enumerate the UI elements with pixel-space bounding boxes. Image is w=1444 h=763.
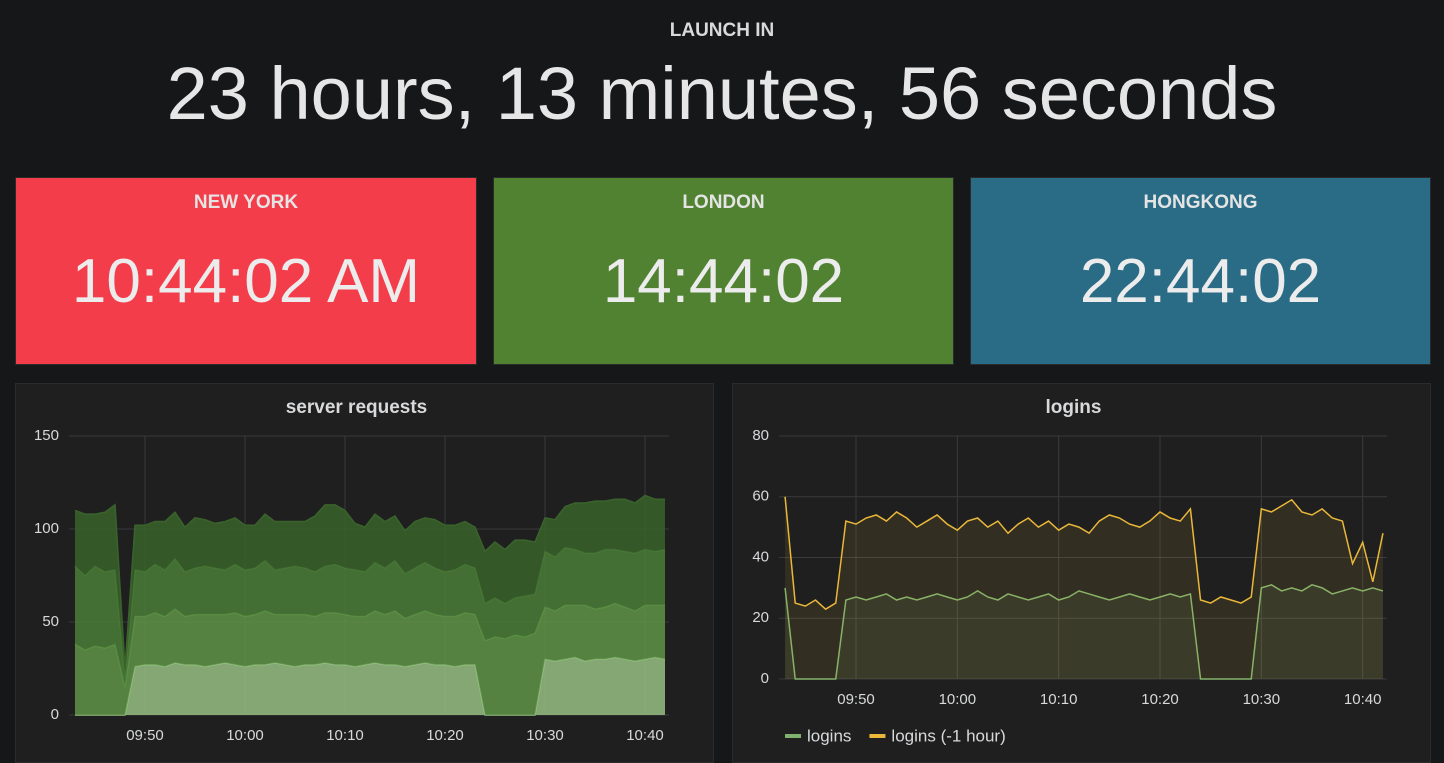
- y-tick-label: 150: [34, 427, 59, 444]
- x-tick-label: 10:00: [226, 727, 264, 744]
- chart-panel: logins 0 20 40 60 80 09:50 10:00 10:10 10:20 10:30…: [732, 383, 1431, 763]
- chart: logins 0 20 40 60 80 09:50 10:00 10:10 10:20 10:30…: [752, 397, 1387, 745]
- legend-label: logins: [807, 726, 851, 745]
- x-tick-label: 10:30: [1243, 691, 1281, 708]
- line: [784, 584, 1384, 680]
- clock-label: NEW YORK: [193, 192, 299, 213]
- y-tick-label: 50: [42, 613, 59, 630]
- x-tick-label: 10:10: [1040, 691, 1078, 708]
- chart: server requests 0 50 100 150 09:50 10:00 10:10 1…: [34, 397, 669, 744]
- x-tick-label: 10:40: [1344, 691, 1382, 708]
- y-tick-label: 100: [34, 520, 59, 537]
- area-fill: [75, 657, 665, 715]
- chart-title: server requests: [286, 397, 428, 418]
- area-line: [74, 602, 665, 688]
- clock-label: LONDON: [682, 192, 765, 213]
- x-tick-label: 10:20: [426, 727, 464, 744]
- y-tick-label: 40: [752, 548, 769, 565]
- line-fill: [785, 584, 1383, 679]
- y-tick-label: 0: [761, 670, 769, 687]
- clock-time: 22:44:02: [1079, 247, 1322, 316]
- chart-panel: server requests 0 50 100 150 09:50 10:00 10:10 1…: [15, 383, 714, 763]
- countdown: 23 hours, 13 minutes, 56 seconds: [166, 52, 1278, 135]
- legend-label: logins (-1 hour): [891, 726, 1005, 745]
- clock-label: HONGKONG: [1143, 192, 1258, 213]
- line-fill: [785, 496, 1383, 679]
- area-fill: [75, 547, 665, 688]
- area-line: [74, 494, 665, 669]
- line: [784, 496, 1384, 611]
- clock-panel: HONGKONG 22:44:02: [970, 177, 1431, 365]
- x-tick-label: 10:30: [526, 727, 564, 744]
- clock-panel: LONDON 14:44:02: [493, 177, 954, 365]
- clock-time: 14:44:02: [602, 247, 845, 316]
- chart-title: logins: [1046, 397, 1102, 418]
- x-tick-label: 10:00: [939, 691, 977, 708]
- clock-panel: NEW YORK 10:44:02 AM: [15, 177, 477, 365]
- y-tick-label: 60: [752, 488, 769, 505]
- header-title: LAUNCH IN: [669, 20, 775, 41]
- area-fill: [75, 603, 665, 715]
- area-fill: [75, 495, 665, 678]
- y-tick-label: 20: [752, 609, 769, 626]
- y-tick-label: 0: [51, 706, 59, 723]
- x-tick-label: 09:50: [837, 691, 875, 708]
- x-tick-label: 10:20: [1141, 691, 1179, 708]
- x-tick-label: 10:40: [626, 727, 664, 744]
- x-tick-label: 10:10: [326, 727, 364, 744]
- y-tick-label: 80: [752, 427, 769, 444]
- x-tick-label: 09:50: [126, 727, 164, 744]
- clock-time: 10:44:02 AM: [71, 247, 421, 316]
